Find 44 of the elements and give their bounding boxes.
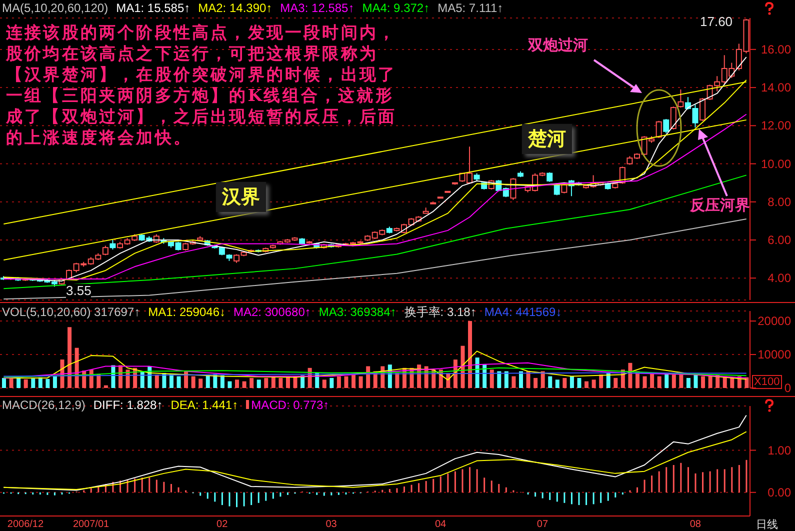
annotation: 双炮过河 xyxy=(528,36,588,55)
text: 日线 xyxy=(756,518,778,531)
annotation: 换手率: 3.18↑ xyxy=(404,305,476,319)
y-tick-label: 1.00 xyxy=(768,443,792,458)
annotation: 3.55 xyxy=(66,282,92,298)
annotation: 连接该股的两个阶段性高点，发现一段时间内，股价均在该高点之下运行，可把这根界限称为【汉界楚河】，在股价突破河界的时候，出现了一组【三阳夹两阴多方炮】的K线组合，这就形成了【双炮过河】，之后出现短暂的反压，后面的上涨速度将会加快。 xyxy=(6,22,398,148)
x-tick-label: 02 xyxy=(216,519,228,530)
text: DEA: 1.441↑ xyxy=(170,398,238,412)
text: MA1: 15.585↑ xyxy=(116,1,190,15)
y-tick-label: 10.00 xyxy=(760,156,792,171)
legend-title: MA(5,10,20,60,120) xyxy=(2,1,108,15)
x-tick-label: 03 xyxy=(326,519,338,530)
text: MA3: 369384↑ xyxy=(318,305,396,319)
y-tick-label: 4.00 xyxy=(768,271,792,286)
y-tick-label: 6.00 xyxy=(768,232,792,247)
y-tick-label: 14.00 xyxy=(760,80,792,95)
text: MA2: 300680↑ xyxy=(234,305,311,319)
x-tick-label: 07 xyxy=(536,519,548,530)
text: MA1: 259046↓ xyxy=(148,305,226,319)
text: MA4: 441569↓ xyxy=(484,305,562,319)
text: MA2: 14.390↑ xyxy=(198,1,272,15)
x-tick-label: 2006/12 xyxy=(7,519,44,530)
text: MA3: 12.585↑ xyxy=(280,1,354,15)
y-tick-label: 10000 xyxy=(758,348,792,362)
y-tick-label: 8.00 xyxy=(768,194,792,209)
y-tick-label: 0 xyxy=(784,381,792,395)
y-tick-label: 20000 xyxy=(758,314,792,328)
y-tick-label: 12.00 xyxy=(760,118,792,133)
legend-label: MACD: 0.773↑ xyxy=(251,398,330,412)
text: DIFF: 1.828↑ xyxy=(93,398,163,412)
annotation: 17.60 xyxy=(700,14,733,29)
text: MA4: 9.372↑ xyxy=(362,1,430,15)
x-tick-label: 04 xyxy=(434,519,447,530)
text: MA5: 7.111↑ xyxy=(438,1,504,15)
annotation: 汉界 xyxy=(216,182,266,212)
legend-title: VOL(5,10,20,60) 317697↑ xyxy=(2,305,140,319)
x-tick-label: 2007/01 xyxy=(72,519,110,530)
y-tick-label: 0.00 xyxy=(768,485,792,500)
legend-title: MACD(26,12,9) xyxy=(2,398,86,412)
text: X100 xyxy=(752,375,782,389)
annotation: 反压河界 xyxy=(690,196,750,215)
x-tick-label: 08 xyxy=(690,519,702,530)
annotation: 楚河 xyxy=(522,124,572,154)
y-tick-label: 16.00 xyxy=(760,42,792,56)
